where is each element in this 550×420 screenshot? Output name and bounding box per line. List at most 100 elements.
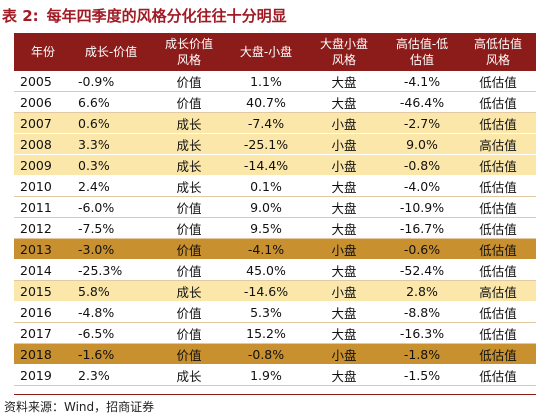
cell-growth-value: -1.6% [72, 343, 150, 365]
cell-high-low: -2.7% [384, 112, 460, 134]
cell-year: 2015 [14, 280, 72, 302]
cell-growth-value-style: 价值 [150, 259, 228, 281]
cell-growth-value-style: 成长 [150, 175, 228, 197]
cell-high-low: -4.1% [384, 71, 460, 92]
cell-high-low-style: 低估值 [460, 238, 536, 260]
cell-large-small-style: 大盘 [304, 322, 384, 344]
header-high-low-style: 高低估值 风格 [460, 33, 536, 71]
cell-large-small: 1.1% [228, 71, 304, 92]
cell-large-small-style: 大盘 [304, 91, 384, 113]
cell-high-low-style: 低估值 [460, 91, 536, 113]
cell-high-low-style: 低估值 [460, 259, 536, 281]
cell-high-low: -4.0% [384, 175, 460, 197]
cell-high-low: -10.9% [384, 196, 460, 218]
cell-growth-value-style: 价值 [150, 301, 228, 323]
cell-growth-value-style: 价值 [150, 322, 228, 344]
cell-year: 2019 [14, 364, 72, 386]
table-caption: 每年四季度的风格分化往往十分明显 [46, 7, 287, 25]
cell-growth-value-style: 成长 [150, 280, 228, 302]
cell-large-small-style: 小盘 [304, 133, 384, 155]
cell-year: 2012 [14, 217, 72, 239]
cell-high-low-style: 低估值 [460, 301, 536, 323]
table-row: 2017 -6.5% 价值 15.2% 大盘 -16.3% 低估值 [14, 322, 536, 344]
header-high-low: 高估值-低 估值 [384, 33, 460, 71]
cell-high-low: -1.5% [384, 364, 460, 386]
cell-growth-value-style: 成长 [150, 112, 228, 134]
cell-growth-value: -25.3% [72, 259, 150, 281]
cell-high-low: -0.6% [384, 238, 460, 260]
table-row: 2010 2.4% 成长 0.1% 大盘 -4.0% 低估值 [14, 175, 536, 197]
table-row: 2011 -6.0% 价值 9.0% 大盘 -10.9% 低估值 [14, 196, 536, 218]
cell-high-low: -16.3% [384, 322, 460, 344]
cell-large-small: -14.4% [228, 154, 304, 176]
cell-large-small: -0.8% [228, 343, 304, 365]
cell-growth-value: 6.6% [72, 91, 150, 113]
cell-large-small: 0.1% [228, 175, 304, 197]
cell-large-small: 40.7% [228, 91, 304, 113]
cell-high-low-style: 低估值 [460, 112, 536, 134]
cell-high-low-style: 高估值 [460, 133, 536, 155]
table-row: 2009 0.3% 成长 -14.4% 小盘 -0.8% 低估值 [14, 154, 536, 176]
cell-year: 2005 [14, 71, 72, 92]
cell-large-small: -14.6% [228, 280, 304, 302]
table-bottom-rule [14, 394, 536, 395]
table-row: 2005 -0.9% 价值 1.1% 大盘 -4.1% 低估值 [14, 71, 536, 92]
cell-high-low-style: 低估值 [460, 175, 536, 197]
cell-large-small: 45.0% [228, 259, 304, 281]
cell-high-low: -16.7% [384, 217, 460, 239]
source-note: 资料来源：Wind，招商证券 [4, 400, 155, 414]
table-row: 2016 -4.8% 价值 5.3% 大盘 -8.8% 低估值 [14, 301, 536, 323]
header-year: 年份 [14, 33, 72, 71]
table-row: 2008 3.3% 成长 -25.1% 小盘 9.0% 高估值 [14, 133, 536, 155]
cell-growth-value-style: 成长 [150, 364, 228, 386]
header-large-small-style: 大盘小盘 风格 [304, 33, 384, 71]
table-row: 2006 6.6% 价值 40.7% 大盘 -46.4% 低估值 [14, 91, 536, 113]
table-row: 2014 -25.3% 价值 45.0% 大盘 -52.4% 低估值 [14, 259, 536, 281]
cell-large-small-style: 小盘 [304, 238, 384, 260]
cell-growth-value: -7.5% [72, 217, 150, 239]
cell-high-low-style: 低估值 [460, 154, 536, 176]
cell-year: 2008 [14, 133, 72, 155]
cell-growth-value: -6.5% [72, 322, 150, 344]
cell-year: 2007 [14, 112, 72, 134]
cell-large-small-style: 小盘 [304, 343, 384, 365]
cell-large-small-style: 大盘 [304, 175, 384, 197]
cell-growth-value-style: 成长 [150, 154, 228, 176]
cell-large-small-style: 大盘 [304, 301, 384, 323]
table-row: 2018 -1.6% 价值 -0.8% 小盘 -1.8% 低估值 [14, 343, 536, 365]
cell-growth-value: 2.4% [72, 175, 150, 197]
cell-growth-value: 5.8% [72, 280, 150, 302]
cell-high-low: -46.4% [384, 91, 460, 113]
cell-growth-value: -6.0% [72, 196, 150, 218]
cell-large-small: 1.9% [228, 364, 304, 386]
cell-growth-value-style: 价值 [150, 196, 228, 218]
table-title: 表 2: 每年四季度的风格分化往往十分明显 [2, 2, 287, 30]
table-number: 表 2: [2, 7, 39, 25]
cell-year: 2011 [14, 196, 72, 218]
cell-growth-value: -0.9% [72, 71, 150, 92]
cell-large-small: -25.1% [228, 133, 304, 155]
table-row: 2015 5.8% 成长 -14.6% 小盘 2.8% 高估值 [14, 280, 536, 302]
cell-year: 2017 [14, 322, 72, 344]
cell-high-low: -1.8% [384, 343, 460, 365]
cell-growth-value: -4.8% [72, 301, 150, 323]
cell-large-small-style: 小盘 [304, 112, 384, 134]
cell-large-small-style: 小盘 [304, 154, 384, 176]
cell-large-small: 5.3% [228, 301, 304, 323]
cell-high-low-style: 高估值 [460, 280, 536, 302]
cell-year: 2010 [14, 175, 72, 197]
table-row: 2019 2.3% 成长 1.9% 大盘 -1.5% 低估值 [14, 364, 536, 386]
cell-high-low-style: 低估值 [460, 71, 536, 92]
cell-large-small: 9.0% [228, 196, 304, 218]
cell-year: 2006 [14, 91, 72, 113]
cell-growth-value: 2.3% [72, 364, 150, 386]
cell-growth-value: 3.3% [72, 133, 150, 155]
cell-growth-value-style: 价值 [150, 91, 228, 113]
cell-year: 2014 [14, 259, 72, 281]
cell-large-small-style: 大盘 [304, 196, 384, 218]
cell-high-low: -52.4% [384, 259, 460, 281]
cell-year: 2009 [14, 154, 72, 176]
cell-large-small-style: 大盘 [304, 217, 384, 239]
cell-high-low-style: 低估值 [460, 217, 536, 239]
cell-high-low-style: 低估值 [460, 364, 536, 386]
